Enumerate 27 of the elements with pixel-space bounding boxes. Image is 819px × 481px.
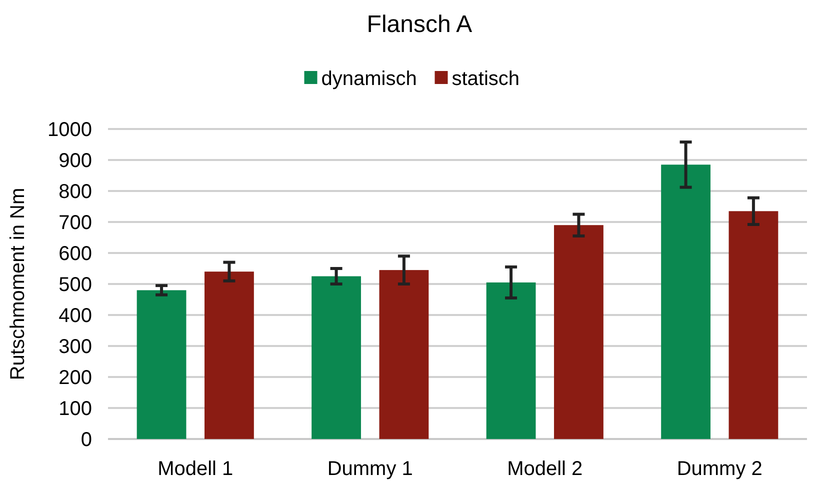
y-tick-label: 800: [58, 181, 92, 203]
bar: [728, 211, 778, 439]
x-tick-label: Dummy 1: [327, 458, 413, 480]
bar: [204, 272, 254, 439]
y-tick-label: 300: [58, 336, 92, 358]
x-tick-label: Dummy 2: [676, 458, 762, 480]
bar: [661, 164, 710, 439]
y-tick-label: 500: [58, 274, 92, 296]
bar: [486, 282, 536, 439]
y-tick-label: 900: [58, 150, 92, 172]
x-tick-label: Modell 2: [507, 458, 583, 480]
y-tick-label: 400: [58, 305, 92, 327]
legend-label: dynamisch: [321, 68, 417, 90]
legend-label: statisch: [452, 68, 520, 90]
y-tick-label: 200: [58, 367, 92, 389]
y-tick-label: 1000: [48, 119, 92, 141]
y-tick-label: 0: [80, 429, 92, 451]
bar: [379, 270, 429, 439]
bar: [136, 290, 186, 439]
y-axis-title: Rutschmoment in Nm: [7, 188, 29, 380]
y-tick-label: 100: [58, 398, 92, 420]
bar: [554, 225, 604, 439]
y-tick-label: 700: [58, 212, 92, 234]
chart-title: Flansch A: [366, 11, 472, 38]
y-tick-label: 600: [58, 243, 92, 265]
bar: [312, 276, 361, 439]
x-tick-label: Modell 1: [158, 458, 234, 480]
